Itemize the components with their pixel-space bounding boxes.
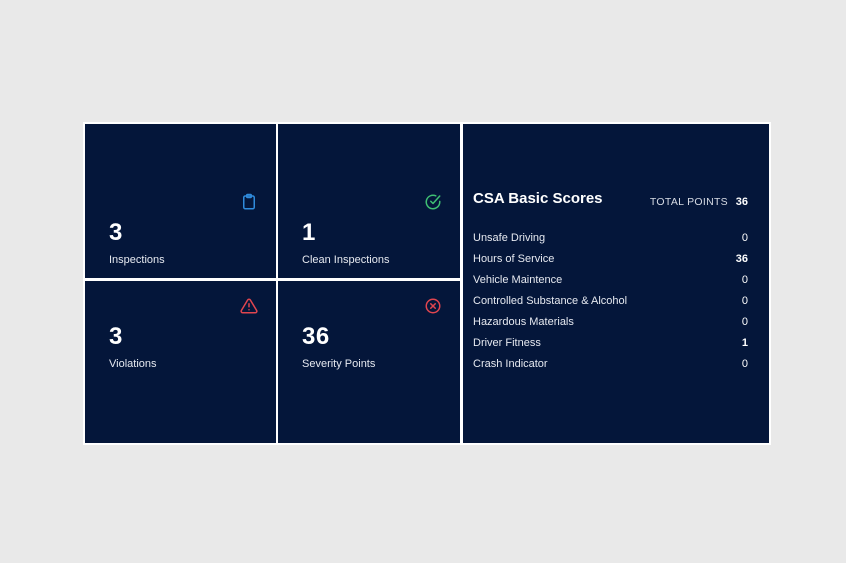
check-circle-icon: [424, 193, 442, 211]
severity-points-label: Severity Points: [302, 358, 376, 370]
csa-row-points: 0: [741, 315, 748, 328]
csa-row-label: Hours of Service: [473, 252, 555, 265]
severity-points-count: 36: [302, 323, 330, 350]
inspections-card[interactable]: 3 Inspections: [85, 124, 276, 278]
dashboard-frame: 3 Inspections 1 Clean Inspections 3 Viol…: [83, 122, 771, 445]
inspections-count: 3: [109, 219, 123, 246]
warning-triangle-icon: [240, 297, 258, 315]
csa-score-list: Unsafe Driving 0 Hours of Service 36 Veh…: [473, 227, 748, 374]
csa-row-points: 0: [741, 273, 748, 286]
csa-row-label: Crash Indicator: [473, 357, 548, 370]
csa-row-points: 0: [741, 231, 748, 244]
violations-count: 3: [109, 323, 123, 350]
csa-row-label: Driver Fitness: [473, 336, 541, 349]
csa-row-vehicle-maintenance: Vehicle Maintence 0: [473, 269, 748, 290]
x-circle-icon: [424, 297, 442, 315]
csa-basic-scores-panel: CSA Basic Scores TOTAL POINTS 36 Unsafe …: [463, 124, 769, 443]
csa-row-points: 0: [741, 357, 748, 370]
csa-row-label: Vehicle Maintence: [473, 273, 563, 286]
total-points-value: 36: [735, 196, 748, 208]
csa-row-points: 0: [741, 294, 748, 307]
clean-inspections-label: Clean Inspections: [302, 254, 390, 266]
csa-title: CSA Basic Scores: [473, 190, 603, 207]
csa-row-label: Controlled Substance & Alcohol: [473, 294, 628, 307]
csa-row-label: Hazardous Materials: [473, 315, 574, 328]
csa-row-unsafe-driving: Unsafe Driving 0: [473, 227, 748, 248]
csa-row-points: 1: [741, 336, 748, 349]
severity-points-card[interactable]: 36 Severity Points: [278, 281, 460, 443]
csa-row-hazardous-materials: Hazardous Materials 0: [473, 311, 748, 332]
inspections-label: Inspections: [109, 254, 165, 266]
violations-card[interactable]: 3 Violations: [85, 281, 276, 443]
csa-row-label: Unsafe Driving: [473, 231, 546, 244]
clipboard-icon: [240, 193, 258, 211]
violations-label: Violations: [109, 358, 157, 370]
csa-row-driver-fitness: Driver Fitness 1: [473, 332, 748, 353]
clean-inspections-count: 1: [302, 219, 316, 246]
clean-inspections-card[interactable]: 1 Clean Inspections: [278, 124, 460, 278]
csa-row-crash-indicator: Crash Indicator 0: [473, 353, 748, 374]
total-points-label: TOTAL POINTS: [649, 196, 728, 208]
csa-row-controlled-substance: Controlled Substance & Alcohol 0: [473, 290, 748, 311]
csa-row-hours-of-service: Hours of Service 36: [473, 248, 748, 269]
csa-row-points: 36: [735, 252, 748, 265]
